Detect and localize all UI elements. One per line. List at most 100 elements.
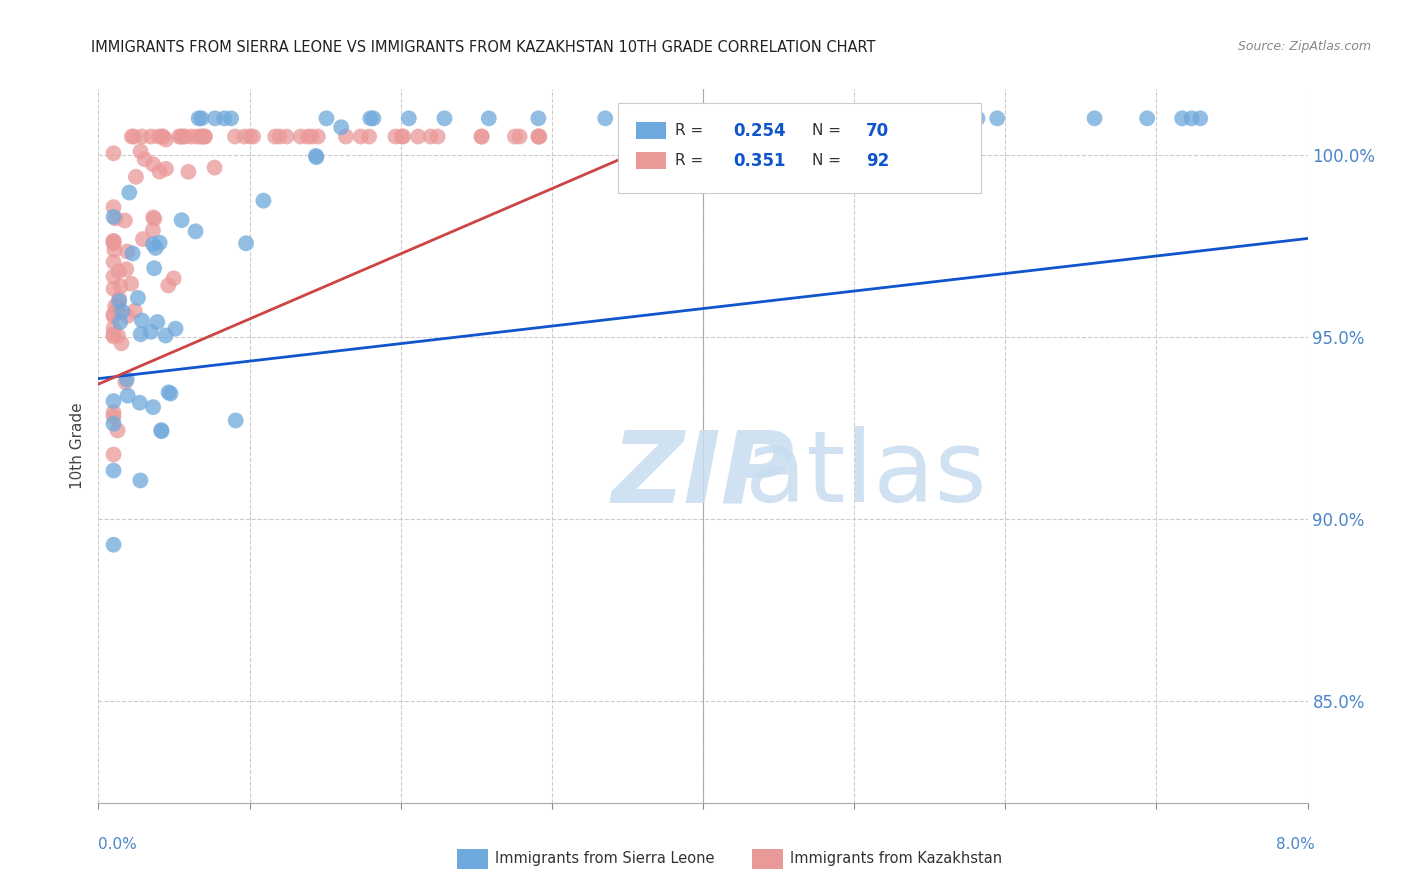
Point <box>224 129 246 144</box>
Point <box>148 129 170 144</box>
Point <box>149 164 172 178</box>
Point <box>124 304 146 318</box>
Point <box>152 129 174 144</box>
Point <box>330 120 353 135</box>
Text: N =: N = <box>811 153 845 168</box>
Point <box>155 328 177 343</box>
Point <box>359 112 381 126</box>
Point <box>204 161 226 175</box>
Point <box>1171 112 1194 126</box>
Point <box>186 129 208 144</box>
Point <box>108 294 131 309</box>
Point <box>129 474 152 488</box>
Point <box>789 112 811 126</box>
Point <box>335 129 357 144</box>
Y-axis label: 10th Grade: 10th Grade <box>70 402 86 490</box>
Text: 70: 70 <box>866 121 890 139</box>
Point <box>107 300 129 314</box>
Point <box>157 278 180 293</box>
Point <box>103 236 125 251</box>
Text: atlas: atlas <box>745 426 987 523</box>
Point <box>700 112 723 126</box>
Point <box>697 112 720 126</box>
Point <box>117 389 139 403</box>
Point <box>471 129 494 144</box>
Point <box>103 234 125 248</box>
Point <box>307 129 329 144</box>
Text: 0.351: 0.351 <box>734 152 786 169</box>
Point <box>527 129 550 144</box>
Point <box>103 327 125 342</box>
Point <box>264 129 287 144</box>
Point <box>503 129 526 144</box>
Point <box>103 405 125 419</box>
Point <box>214 112 236 126</box>
Point <box>527 112 550 126</box>
Point <box>406 129 429 144</box>
Point <box>149 235 172 250</box>
Point <box>103 200 125 214</box>
Point <box>301 129 323 144</box>
Point <box>529 129 551 144</box>
Point <box>187 112 209 126</box>
Point <box>934 112 956 126</box>
Point <box>142 237 165 252</box>
Point <box>129 327 152 342</box>
Point <box>110 336 132 351</box>
Point <box>297 129 319 144</box>
Point <box>114 213 136 227</box>
Point <box>742 112 765 126</box>
Point <box>384 129 406 144</box>
Point <box>127 291 149 305</box>
Point <box>1083 112 1105 126</box>
Point <box>689 112 711 126</box>
Point <box>114 375 136 389</box>
Point <box>108 292 131 306</box>
Point <box>172 129 194 144</box>
Point <box>103 448 125 462</box>
Point <box>239 129 262 144</box>
Point <box>121 129 143 144</box>
Point <box>398 112 420 126</box>
Point <box>128 395 150 409</box>
Point <box>966 112 988 126</box>
Point <box>125 169 148 184</box>
Point <box>177 165 200 179</box>
Point <box>957 112 980 126</box>
Point <box>150 424 173 438</box>
Point <box>225 413 247 427</box>
Point <box>103 234 125 248</box>
Point <box>103 243 125 257</box>
Point <box>103 321 125 335</box>
Point <box>851 112 873 126</box>
Point <box>269 129 291 144</box>
Point <box>190 112 212 126</box>
Point <box>143 211 166 226</box>
Point <box>1136 112 1159 126</box>
Point <box>122 129 145 144</box>
Point <box>107 328 129 343</box>
Point <box>276 129 298 144</box>
Text: ZIP: ZIP <box>612 426 794 523</box>
Point <box>142 400 165 414</box>
Point <box>252 194 274 208</box>
Point <box>150 129 173 144</box>
Point <box>392 129 415 144</box>
Point <box>143 261 166 276</box>
Point <box>115 262 138 277</box>
Point <box>180 129 202 144</box>
Point <box>233 129 256 144</box>
Point <box>789 112 811 126</box>
Point <box>145 241 167 255</box>
Point <box>174 129 197 144</box>
Point <box>121 246 143 260</box>
Point <box>104 299 127 313</box>
Text: 8.0%: 8.0% <box>1275 837 1315 852</box>
Point <box>103 309 125 323</box>
Point <box>359 129 381 144</box>
Point <box>165 321 187 335</box>
Point <box>103 282 125 296</box>
Point <box>593 112 616 126</box>
Point <box>363 112 385 126</box>
Point <box>115 244 138 259</box>
